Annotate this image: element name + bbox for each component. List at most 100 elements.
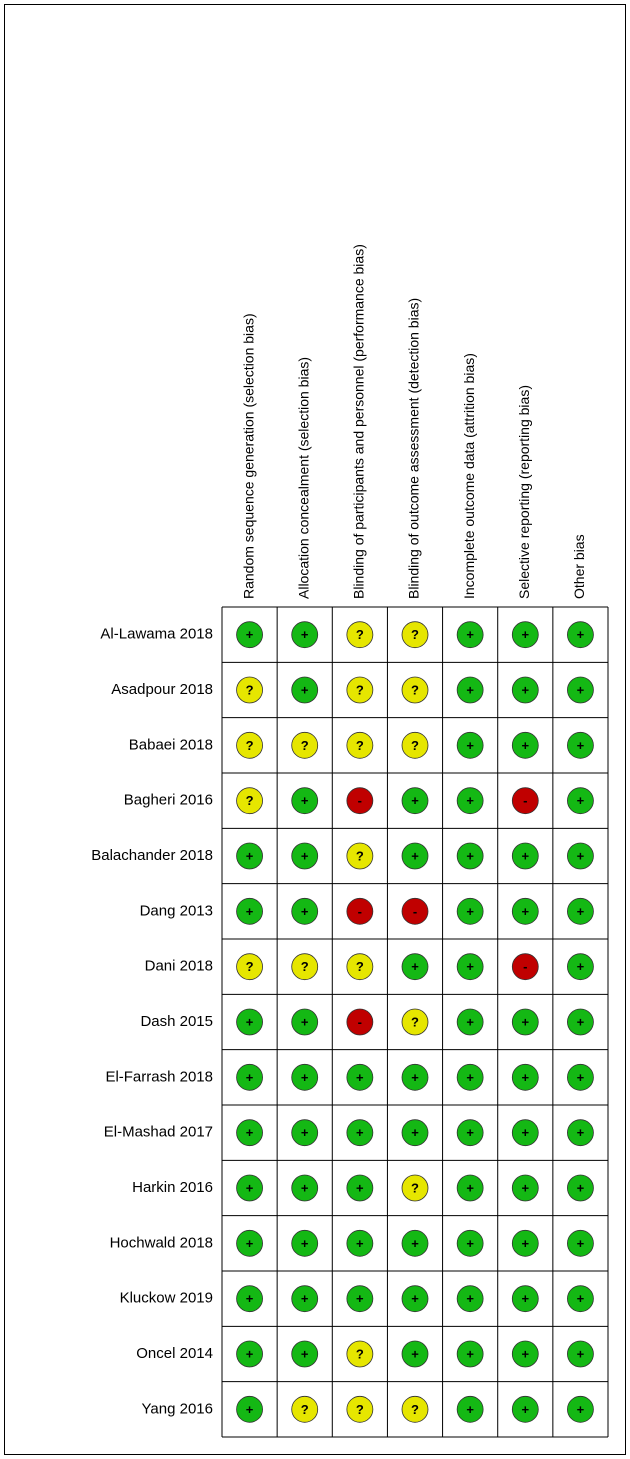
- judgment-symbol: +: [521, 1070, 529, 1085]
- judgment-symbol: -: [358, 1014, 362, 1029]
- judgment-circle: [291, 676, 319, 704]
- judgment-symbol: ?: [246, 682, 254, 697]
- judgment-circle: [511, 1229, 539, 1257]
- judgment-circle: [401, 897, 429, 925]
- judgment-circle: [291, 731, 319, 759]
- judgment-symbol: +: [521, 1346, 529, 1361]
- judgment-circle: [511, 621, 539, 649]
- judgment-circle: [236, 1340, 263, 1368]
- judgment-circle: [456, 897, 484, 925]
- judgment-circle: [567, 1174, 594, 1202]
- judgment-symbol: +: [411, 1346, 419, 1361]
- judgment-circle: [567, 953, 594, 981]
- judgment-symbol: -: [523, 959, 527, 974]
- judgment-symbol: -: [413, 904, 417, 919]
- judgment-symbol: +: [301, 1070, 309, 1085]
- judgment-circle: [456, 787, 484, 815]
- judgment-circle: [291, 842, 319, 870]
- judgment-circle: [456, 842, 484, 870]
- judgment-circle: [291, 1229, 319, 1257]
- column-header: Blinding of outcome assessment (detectio…: [406, 298, 422, 599]
- judgment-circle: [291, 787, 319, 815]
- judgment-circle: [346, 953, 374, 981]
- judgment-circle: [567, 676, 594, 704]
- judgment-circle: [401, 1174, 429, 1202]
- judgment-circle: [456, 1340, 484, 1368]
- judgment-circle: [511, 953, 539, 981]
- judgment-symbol: ?: [356, 1346, 364, 1361]
- judgment-symbol: +: [411, 793, 419, 808]
- judgment-symbol: -: [523, 793, 527, 808]
- judgment-symbol: ?: [301, 959, 309, 974]
- judgment-circle: [456, 1174, 484, 1202]
- judgment-symbol: +: [301, 1236, 309, 1251]
- judgment-circle: [511, 787, 539, 815]
- judgment-circle: [511, 676, 539, 704]
- judgment-circle: [291, 1285, 319, 1313]
- judgment-symbol: +: [521, 904, 529, 919]
- judgment-symbol: +: [577, 904, 585, 919]
- study-label: El-Farrash 2018: [105, 1068, 213, 1085]
- judgment-symbol: +: [246, 627, 254, 642]
- judgment-symbol: +: [466, 904, 474, 919]
- judgment-symbol: +: [577, 1346, 585, 1361]
- judgment-circle: [346, 897, 374, 925]
- judgment-circle: [401, 1395, 429, 1423]
- judgment-symbol: +: [411, 1291, 419, 1306]
- judgment-circle: [401, 842, 429, 870]
- study-label: Yang 2016: [142, 1400, 213, 1417]
- judgment-symbol: +: [577, 1070, 585, 1085]
- judgment-symbol: +: [577, 738, 585, 753]
- judgment-circle: [291, 621, 319, 649]
- judgment-symbol: +: [246, 1402, 254, 1417]
- judgment-circle: [346, 1174, 374, 1202]
- judgment-circle: [401, 1008, 429, 1036]
- judgment-circle: [456, 676, 484, 704]
- judgment-symbol: +: [411, 959, 419, 974]
- judgment-symbol: +: [356, 1070, 364, 1085]
- judgment-symbol: +: [521, 1014, 529, 1029]
- judgment-circle: [456, 953, 484, 981]
- judgment-circle: [401, 1119, 429, 1147]
- study-label: Balachander 2018: [91, 847, 213, 864]
- judgment-circle: [567, 897, 594, 925]
- judgment-circle: [456, 1119, 484, 1147]
- judgment-symbol: +: [466, 1291, 474, 1306]
- judgment-circle: [401, 1340, 429, 1368]
- judgment-symbol: +: [577, 627, 585, 642]
- judgment-symbol: +: [577, 848, 585, 863]
- judgment-circle: [456, 731, 484, 759]
- judgment-circle: [401, 1063, 429, 1091]
- judgment-symbol: +: [521, 1402, 529, 1417]
- judgment-circle: [401, 621, 429, 649]
- judgment-circle: [567, 1063, 594, 1091]
- judgment-symbol: +: [577, 682, 585, 697]
- judgment-circle: [567, 1340, 594, 1368]
- judgment-circle: [291, 953, 319, 981]
- judgment-symbol: +: [466, 1180, 474, 1195]
- judgment-symbol: +: [521, 1291, 529, 1306]
- judgment-symbol: +: [521, 738, 529, 753]
- judgment-circle: [346, 1063, 374, 1091]
- study-label: El-Mashad 2017: [104, 1124, 213, 1141]
- judgment-circle: [236, 621, 263, 649]
- judgment-symbol: ?: [301, 738, 309, 753]
- study-label: Hochwald 2018: [110, 1234, 213, 1251]
- judgment-symbol: +: [246, 848, 254, 863]
- judgment-circle: [346, 1229, 374, 1257]
- judgment-symbol: ?: [411, 682, 419, 697]
- column-header: Random sequence generation (selection bi…: [240, 313, 256, 599]
- judgment-circle: [456, 1008, 484, 1036]
- judgment-circle: [567, 1119, 594, 1147]
- judgment-symbol: +: [521, 848, 529, 863]
- judgment-symbol: +: [301, 1346, 309, 1361]
- judgment-symbol: +: [301, 793, 309, 808]
- column-header: Selective reporting (reporting bias): [516, 385, 532, 599]
- study-label: Dash 2015: [140, 1013, 213, 1030]
- judgment-circle: [346, 1008, 374, 1036]
- judgment-symbol: ?: [411, 1180, 419, 1195]
- judgment-symbol: +: [411, 1125, 419, 1140]
- judgment-symbol: +: [301, 904, 309, 919]
- judgment-symbol: +: [466, 1014, 474, 1029]
